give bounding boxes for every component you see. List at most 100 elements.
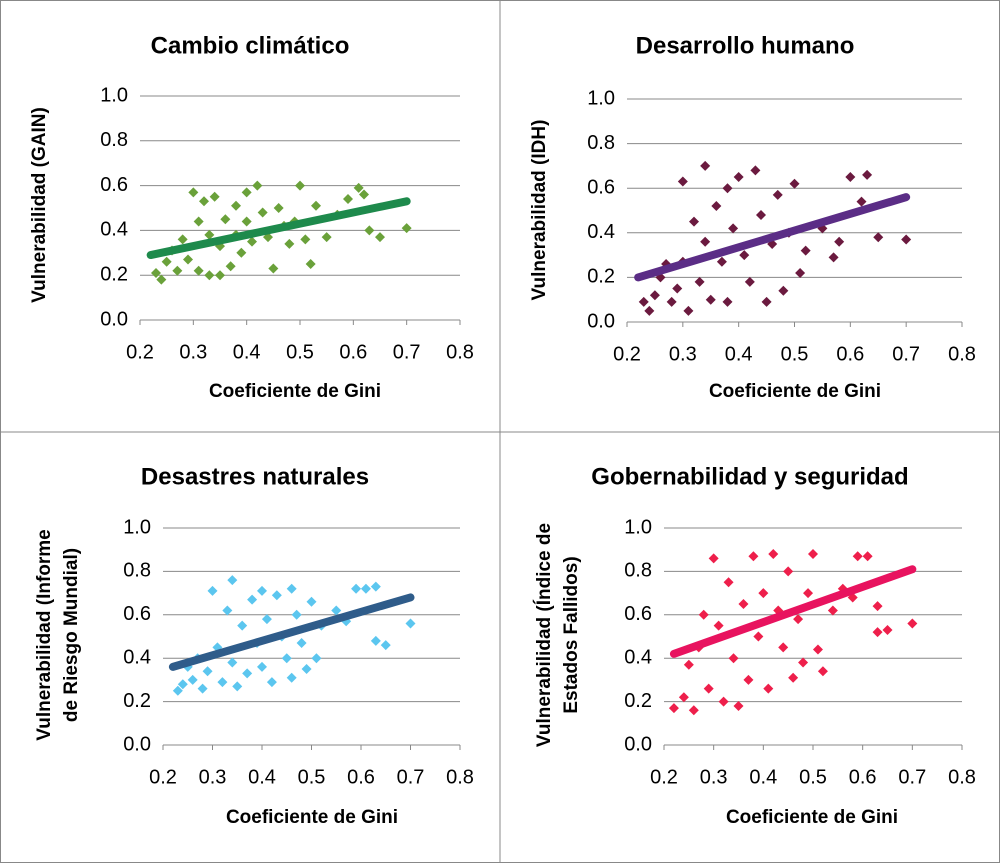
scatter-point <box>156 274 167 285</box>
y-tick-label: 0.2 <box>123 690 151 712</box>
scatter-point <box>311 200 321 211</box>
scatter-point <box>215 270 225 281</box>
scatter-point <box>271 590 282 601</box>
scatter-point <box>873 232 884 243</box>
y-tick-label: 0.8 <box>100 129 128 151</box>
scatter-point <box>834 236 845 247</box>
scatter-point <box>644 305 655 316</box>
scatter-point <box>300 234 311 245</box>
x-tick-label: 0.4 <box>233 341 261 363</box>
x-tick-label: 0.3 <box>199 766 227 788</box>
y-tick-label: 0.6 <box>624 603 652 625</box>
scatter-point <box>359 189 369 200</box>
scatter-point <box>733 172 744 183</box>
y-axis-label: Vulnerabilidad (GAIN) <box>29 107 50 303</box>
scatter-point <box>722 296 733 307</box>
scatter-point <box>862 169 873 180</box>
scatter-point <box>761 296 772 307</box>
x-tick-label: 0.8 <box>446 766 474 788</box>
scatter-point <box>268 263 279 274</box>
y-tick-label: 0.0 <box>100 308 128 330</box>
scatter-point <box>689 216 699 227</box>
scatter-point <box>172 685 183 696</box>
scatter-point <box>301 664 312 675</box>
y-tick-label: 1.0 <box>587 87 615 109</box>
scatter-point <box>295 180 305 191</box>
scatter-point <box>862 551 873 562</box>
scatter-point <box>694 276 705 287</box>
scatter-point <box>812 644 823 655</box>
scatter-point <box>716 256 727 267</box>
scatter-point <box>800 245 811 256</box>
x-tick-label: 0.6 <box>836 343 864 365</box>
y-tick-label: 0.6 <box>123 603 151 625</box>
x-tick-label: 0.7 <box>397 766 425 788</box>
scatter-point <box>683 659 694 670</box>
scatter-point <box>783 566 794 577</box>
y-tick-label: 0.0 <box>123 733 151 755</box>
scatter-point <box>177 234 188 245</box>
scatter-point <box>703 683 714 694</box>
scatter-point <box>172 265 183 276</box>
trend-line <box>168 593 415 671</box>
scatter-point <box>247 594 258 605</box>
scatter-point <box>718 696 729 707</box>
scatter-point <box>370 635 381 646</box>
x-axis-label: Coeficiente de Gini <box>726 807 898 828</box>
scatter-point <box>668 703 679 714</box>
scatter-point <box>882 624 893 635</box>
scatter-point <box>331 605 342 616</box>
scatter-point <box>257 585 267 596</box>
scatter-point <box>688 705 699 716</box>
scatter-point <box>241 187 252 198</box>
scatter-point <box>817 666 828 677</box>
y-tick-label: 0.2 <box>624 690 652 712</box>
trend-line <box>146 197 411 260</box>
scatter-point <box>305 259 316 269</box>
x-tick-label: 0.3 <box>669 343 697 365</box>
scatter-point <box>672 283 683 294</box>
y-tick-label: 0.6 <box>100 174 128 196</box>
scatter-point <box>744 276 755 287</box>
scatter-point <box>856 196 867 207</box>
x-tick-label: 0.8 <box>446 341 474 363</box>
x-tick-label: 0.4 <box>725 343 753 365</box>
scatter-point <box>227 575 238 586</box>
scatter-point <box>788 672 799 683</box>
scatter-point <box>209 191 220 202</box>
scatter-point <box>232 681 243 692</box>
scatter-point <box>728 223 739 234</box>
x-axis-label: Coeficiente de Gini <box>209 381 381 402</box>
scatter-point <box>756 209 766 220</box>
scatter-point <box>666 296 677 307</box>
y-tick-label: 0.6 <box>587 176 615 198</box>
x-tick-label: 0.3 <box>179 341 207 363</box>
scatter-point <box>193 265 204 276</box>
x-tick-label: 0.7 <box>892 343 920 365</box>
scatter-point <box>257 207 268 218</box>
scatter-point <box>705 294 716 305</box>
y-tick-label: 0.4 <box>123 646 151 668</box>
scatter-point <box>380 640 391 651</box>
scatter-point <box>401 223 412 234</box>
scatter-point <box>753 631 764 642</box>
x-tick-label: 0.4 <box>248 766 276 788</box>
scatter-point <box>204 270 215 281</box>
scatter-point <box>353 182 364 193</box>
x-tick-label: 0.3 <box>700 766 728 788</box>
x-axis-label: Coeficiente de Gini <box>226 807 398 828</box>
scatter-point <box>360 583 371 594</box>
scatter-point <box>222 605 233 616</box>
scatter-point <box>161 256 172 267</box>
scatter-point <box>187 674 198 685</box>
trend-line <box>634 193 911 282</box>
chart-title: Desastres naturales <box>141 463 369 490</box>
scatter-point <box>808 549 818 560</box>
scatter-point <box>778 642 789 653</box>
y-tick-label: 0.8 <box>624 560 652 582</box>
y-tick-label: 0.4 <box>587 221 615 243</box>
scatter-point <box>351 583 362 594</box>
scatter-point <box>677 176 688 187</box>
scatter-point <box>711 201 722 212</box>
